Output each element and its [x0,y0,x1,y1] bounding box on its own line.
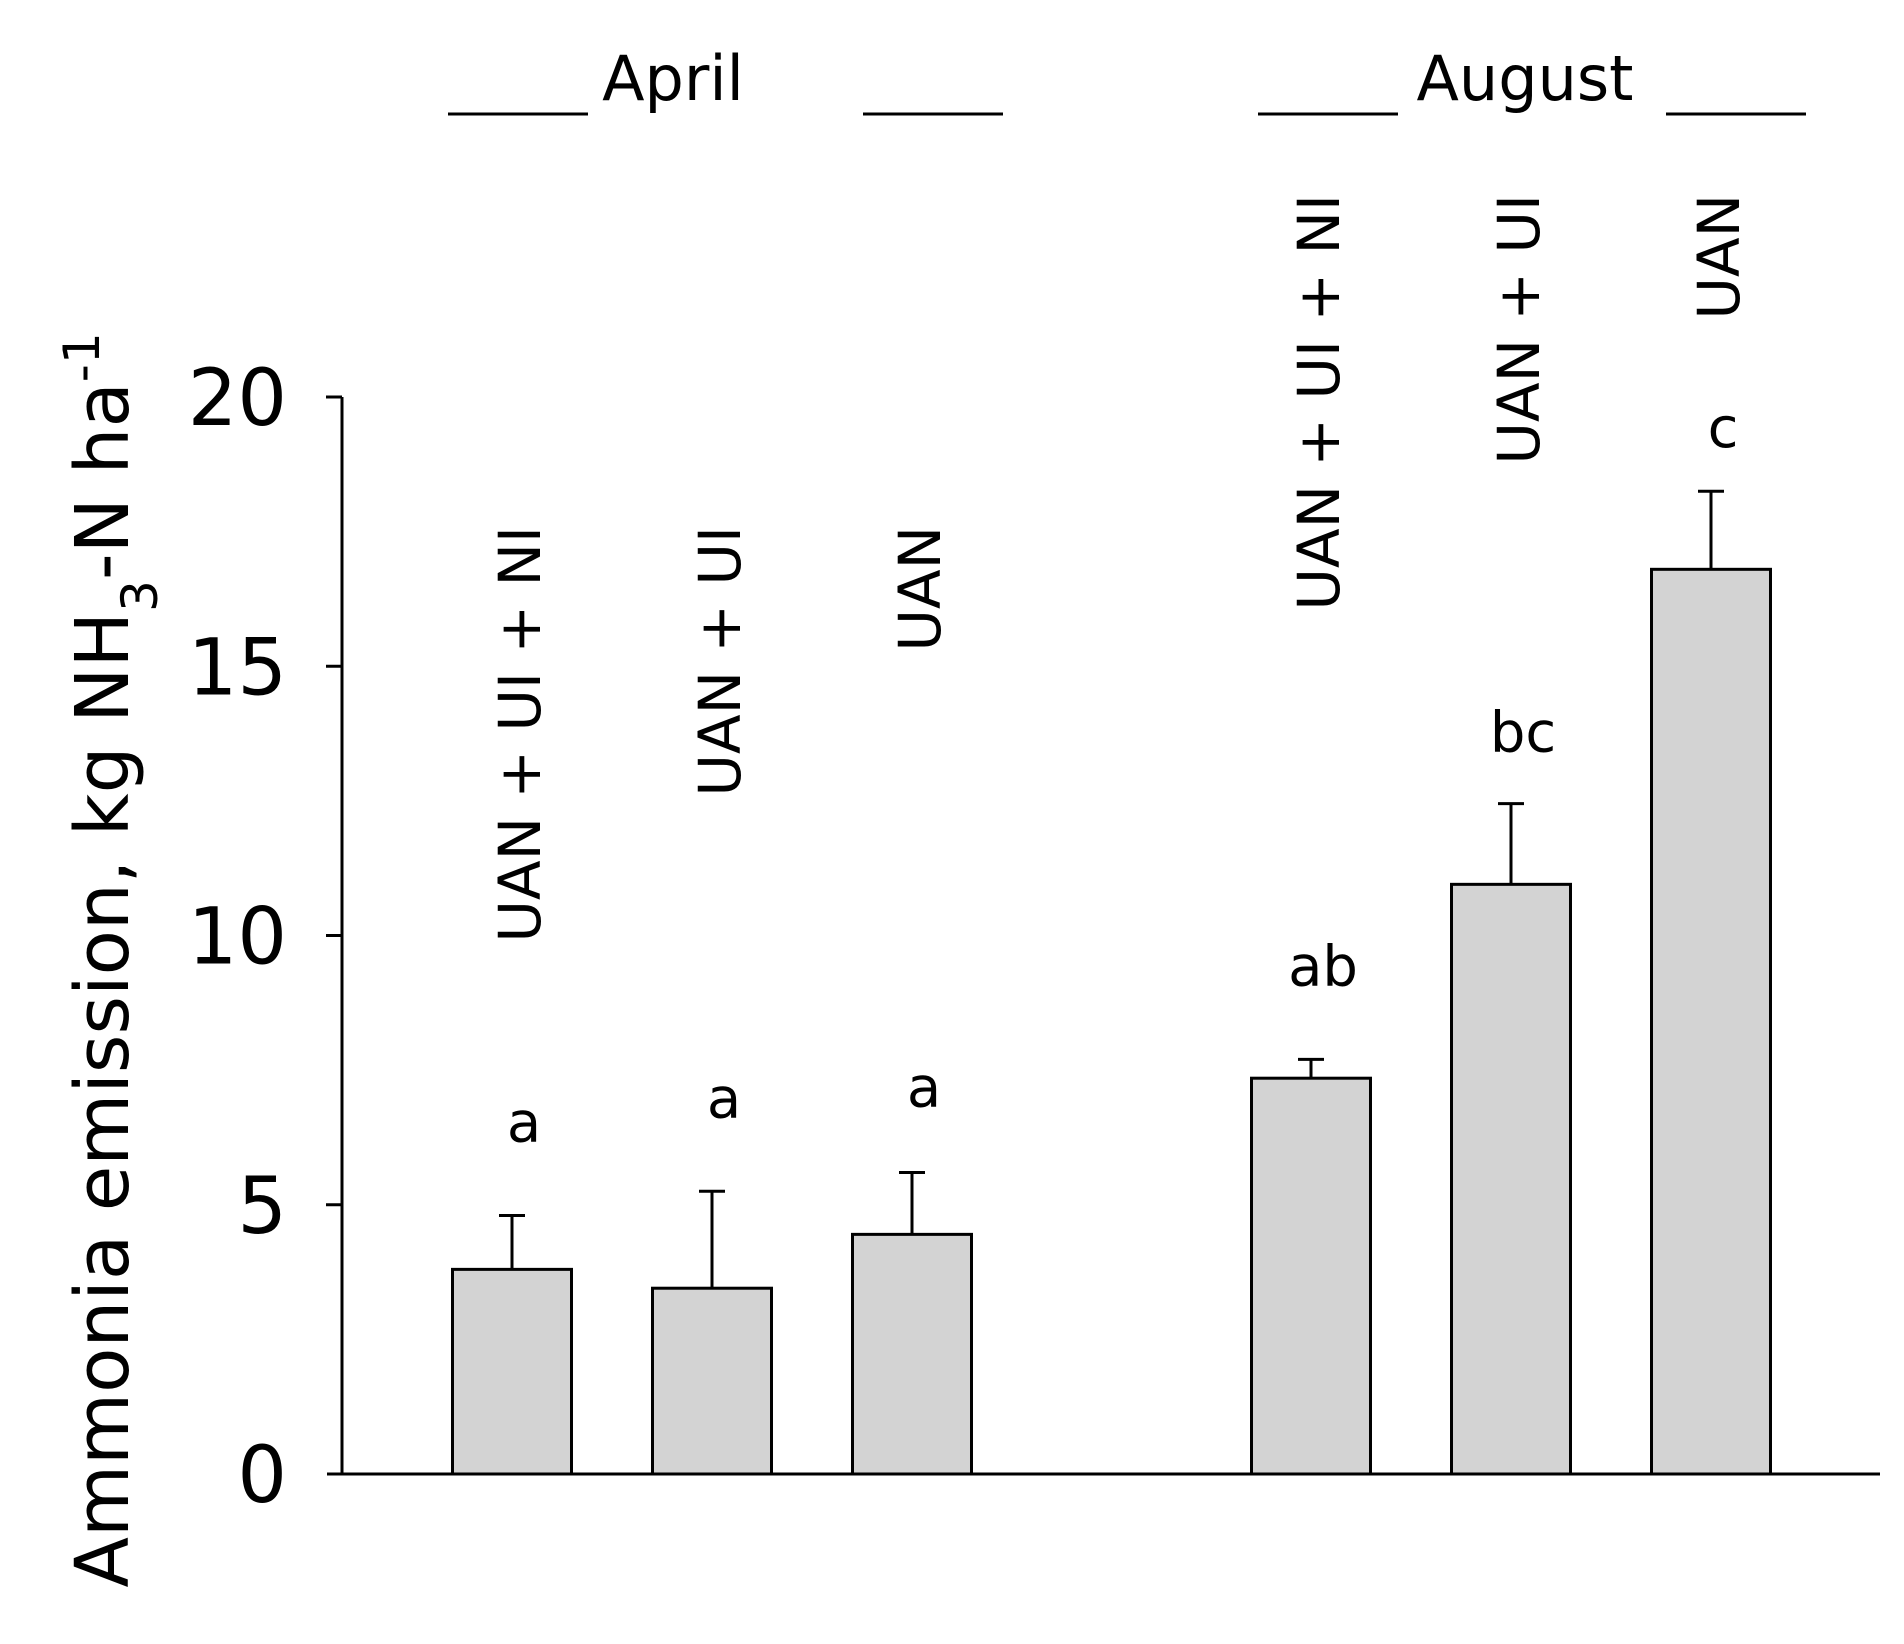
significance-letter: a [507,1091,541,1156]
treatment-label: UAN + UI + NI [1285,194,1353,611]
y-tick-label: 10 [188,893,287,983]
treatment-label: UAN + UI [686,526,754,797]
significance-letter: bc [1490,701,1556,766]
y-axis: 0 5 10 15 20 [188,354,344,1521]
bar [651,1286,773,1476]
significance-letter: a [707,1066,741,1131]
group-label: April [602,42,744,115]
error-bars [499,489,1724,1289]
y-tick-label: 5 [237,1162,287,1252]
group-label: August [1417,42,1634,115]
bar [1650,567,1772,1476]
treatment-label: UAN + UI [1485,194,1553,465]
y-tick-label: 20 [188,354,287,444]
significance-letter: a [907,1055,941,1120]
treatment-label: UAN [886,526,954,652]
treatment-label: UAN + UI + NI [486,526,554,943]
significance-letters: a a a ab bc c [507,396,1739,1155]
bar [451,1267,573,1476]
bars [451,567,1772,1476]
bar [851,1232,973,1476]
significance-letter: c [1708,396,1739,461]
bar [1450,882,1572,1476]
treatment-label: UAN [1685,194,1753,320]
bar [1250,1076,1372,1476]
significance-letter: ab [1288,934,1358,999]
y-axis-title-group: Ammonia emission, kg NH3-N ha-1 [53,332,169,1587]
y-axis-title: Ammonia emission, kg NH3-N ha-1 [53,332,169,1587]
y-tick-label: 0 [237,1431,287,1521]
group-labels: April August [448,42,1806,116]
y-tick-label: 15 [188,623,287,713]
treatment-labels: UAN + UI + NI UAN + UI UAN UAN + UI + NI UAN… [486,194,1753,943]
